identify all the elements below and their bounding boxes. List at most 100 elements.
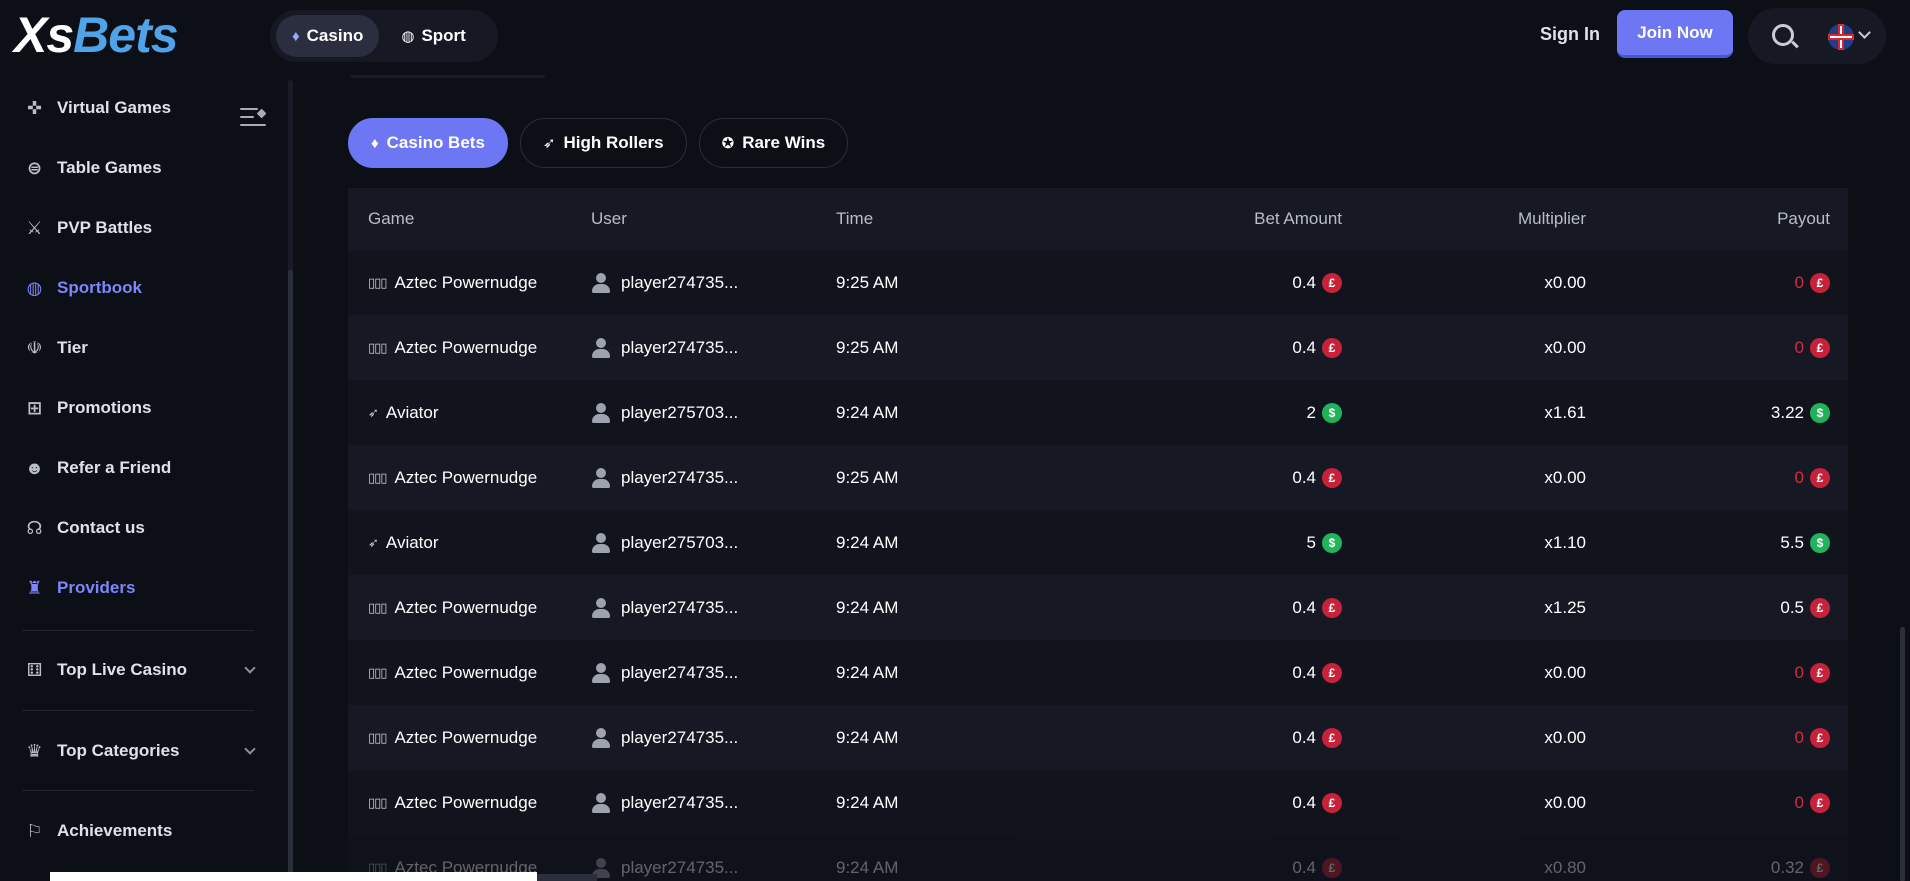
page-scrollbar[interactable] [1898,75,1908,881]
swords-icon: ⚔ [26,217,43,238]
cell-time: 9:24 AM [836,792,899,812]
cell-game[interactable]: ▯▯▯ Aztec Powernudge [368,272,538,292]
join-now-button[interactable]: Join Now [1617,10,1733,58]
cell-payout: 3.22 $ [1586,402,1830,423]
table-row[interactable]: ▯▯▯ Aztec Powernudge player274735... 9:24 A… [348,835,1848,881]
cell-user[interactable]: player274735... [591,337,836,358]
sidebar-item-pvp-battles[interactable]: ⚔ PVP Battles [22,213,152,243]
cards-icon: ♦ [371,134,379,152]
cell-multiplier: x0.00 [1544,272,1586,292]
cell-user[interactable]: player274735... [591,597,836,618]
sport-nav-button[interactable]: ◍ Sport [401,26,466,45]
section-rule [350,75,545,78]
cell-user[interactable]: player275703... [591,402,836,423]
cell-game[interactable]: ▯▯▯ Aztec Powernudge [368,662,538,682]
tab-high-rollers[interactable]: ➶ High Rollers [519,118,687,168]
sidebar-divider [22,710,254,711]
cell-multiplier: x0.00 [1544,467,1586,487]
sidebar-item-top-live-casino[interactable]: ⚅ Top Live Casino [22,655,187,685]
cell-user[interactable]: player274735... [591,662,836,683]
cell-user[interactable]: player274735... [591,272,836,293]
chevron-down-icon[interactable] [1858,26,1871,39]
bottom-scrollbar-track[interactable] [50,872,537,881]
table-row[interactable]: ➶ Aviator player275703... 9:24 AM 5 $ x1.10 5.5… [348,510,1848,575]
crown-icon: ♛ [26,740,43,761]
user-icon [591,532,611,553]
cell-game[interactable]: ▯▯▯ Aztec Powernudge [368,727,538,747]
cell-time: 9:24 AM [836,597,899,617]
cell-user[interactable]: player275703... [591,532,836,553]
table-row[interactable]: ▯▯▯ Aztec Powernudge player274735... 9:25 A… [348,445,1848,510]
sidebar-item-achievements[interactable]: ⚐ Achievements [22,816,172,846]
tab-rare-wins[interactable]: ✪ Rare Wins [698,118,849,168]
column-header-game: Game [368,209,415,228]
dollar-coin-icon: $ [1810,532,1830,553]
uk-flag-icon[interactable] [1828,24,1854,50]
cell-user[interactable]: player274735... [591,857,836,878]
cell-bet-amount: 0.4 £ [1036,662,1342,683]
column-header-payout: Payout [1777,209,1830,228]
tab-casino-bets[interactable]: ♦ Casino Bets [348,118,508,168]
table-row[interactable]: ▯▯▯ Aztec Powernudge player274735... 9:24 A… [348,575,1848,640]
sidebar-item-sportbook[interactable]: ◍ Sportbook [22,273,142,303]
cell-user[interactable]: player274735... [591,792,836,813]
user-icon [591,402,611,423]
pound-coin-icon: £ [1810,337,1830,358]
cell-game[interactable]: ▯▯▯ Aztec Powernudge [368,337,538,357]
user-icon [591,337,611,358]
cell-bet-amount: 0.4 £ [1036,857,1342,878]
xsbets-logo[interactable]: XsBets [14,7,179,63]
gift-icon: ⊞ [26,397,43,418]
sidebar-item-promotions[interactable]: ⊞ Promotions [22,393,152,423]
table-row[interactable]: ➶ Aviator player275703... 9:24 AM 2 $ x1.61 3.2… [348,380,1848,445]
cell-bet-amount: 0.4 £ [1036,727,1342,748]
search-icon[interactable] [1772,24,1794,46]
sidebar-item-providers[interactable]: ♜ Providers [22,573,135,603]
cell-payout: 0 £ [1586,337,1830,358]
sidebar-divider [22,630,254,631]
sign-in-link[interactable]: Sign In [1540,24,1600,44]
sidebar-scrollbar[interactable] [288,80,293,875]
cell-multiplier: x1.10 [1544,532,1586,552]
column-header-multiplier: Multiplier [1517,209,1586,228]
sidebar-item-virtual-games[interactable]: ✜ Virtual Games [22,93,171,123]
cell-payout: 0 £ [1586,272,1830,293]
cell-multiplier: x0.00 [1544,337,1586,357]
cell-game[interactable]: ▯▯▯ Aztec Powernudge [368,467,538,487]
table-row[interactable]: ▯▯▯ Aztec Powernudge player274735... 9:25 A… [348,250,1848,315]
casino-nav-button[interactable]: ♦ Casino [276,15,380,57]
pound-coin-icon: £ [1322,727,1342,748]
cell-user[interactable]: player274735... [591,727,836,748]
dollar-coin-icon: $ [1810,402,1830,423]
table-row[interactable]: ▯▯▯ Aztec Powernudge player274735... 9:25 A… [348,315,1848,380]
cell-multiplier: x0.80 [1544,857,1586,877]
cell-game[interactable]: ▯▯▯ Aztec Powernudge [368,792,538,812]
sidebar-item-table-games[interactable]: ⊜ Table Games [22,153,162,183]
pound-coin-icon: £ [1810,467,1830,488]
table-row[interactable]: ▯▯▯ Aztec Powernudge player274735... 9:24 A… [348,705,1848,770]
pound-coin-icon: £ [1322,792,1342,813]
pound-coin-icon: £ [1322,597,1342,618]
sidebar-item-contact-us[interactable]: ☊ Contact us [22,513,145,543]
cards-icon: ♦ [292,27,300,45]
cell-game[interactable]: ▯▯▯ Aztec Powernudge [368,597,538,617]
cell-game[interactable]: ➶ Aviator [368,402,439,422]
cell-bet-amount: 2 $ [1036,402,1342,423]
cell-game[interactable]: ▯▯▯ Aztec Powernudge [368,857,538,877]
sidebar-item-tier[interactable]: ☫ Tier [22,333,87,363]
cell-game[interactable]: ➶ Aviator [368,532,439,552]
sidebar-item-refer-a-friend[interactable]: ☻ Refer a Friend [22,453,171,483]
bottom-scrollbar-thumb[interactable] [537,874,597,881]
medal-icon: ☫ [26,337,43,358]
rocket-icon: ➶ [542,135,556,152]
bets-tabs: ♦ Casino Bets ➶ High Rollers ✪ Rare Wins [348,118,849,168]
table-row[interactable]: ▯▯▯ Aztec Powernudge player274735... 9:24 A… [348,770,1848,835]
cell-bet-amount: 0.4 £ [1036,792,1342,813]
collapse-sidebar-icon[interactable] [240,106,267,128]
pound-coin-icon: £ [1810,792,1830,813]
slot-machine-icon: ▯▯▯ [368,339,387,355]
cell-user[interactable]: player274735... [591,467,836,488]
table-row[interactable]: ▯▯▯ Aztec Powernudge player274735... 9:24 A… [348,640,1848,705]
sidebar-item-top-categories[interactable]: ♛ Top Categories [22,736,179,766]
cell-bet-amount: 0.4 £ [1036,597,1342,618]
